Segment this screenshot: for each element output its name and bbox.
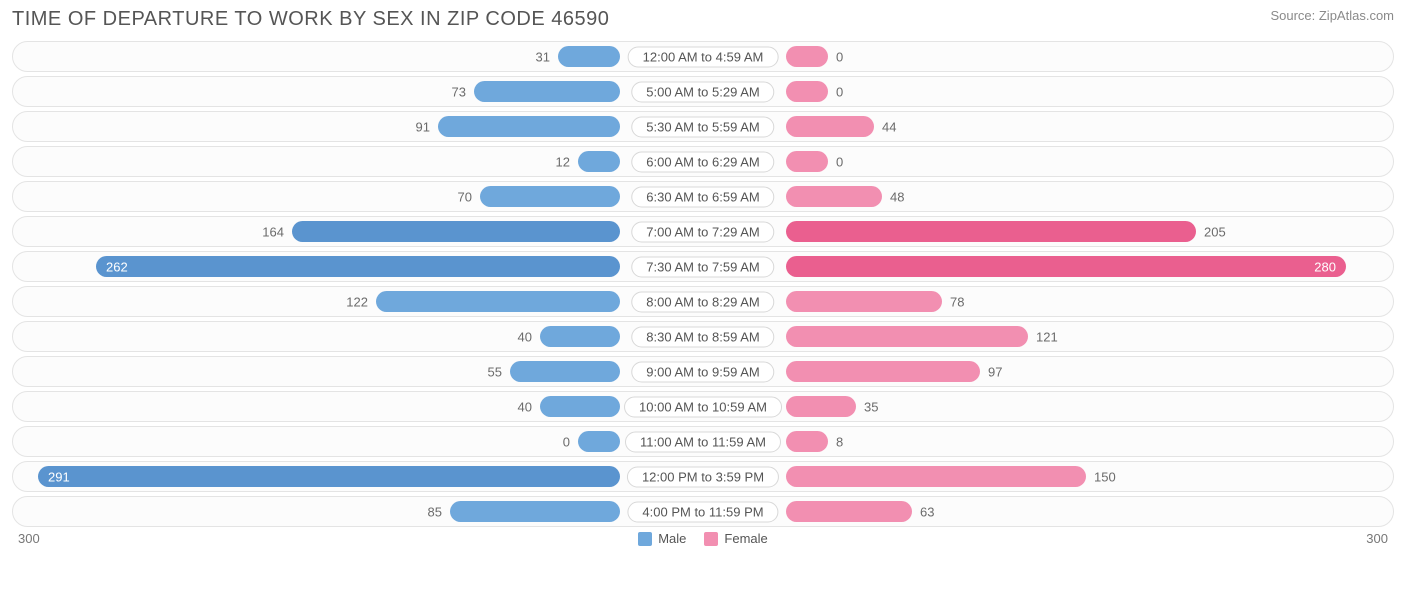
chart-row: 0811:00 AM to 11:59 AM: [12, 426, 1394, 457]
legend: Male Female: [638, 531, 768, 546]
chart-row: 164 205 7:00 AM to 7:29 AM: [12, 216, 1394, 247]
female-value: 205: [1204, 224, 1226, 239]
female-value: 280: [1314, 259, 1336, 274]
axis-max-left: 300: [18, 531, 40, 546]
chart-row: 85 63 4:00 PM to 11:59 PM: [12, 496, 1394, 527]
category-label: 12:00 PM to 3:59 PM: [627, 466, 779, 487]
male-bar: 262: [96, 256, 620, 277]
female-bar: 78: [786, 291, 942, 312]
female-bar: 97: [786, 361, 980, 382]
category-label: 4:00 PM to 11:59 PM: [627, 501, 778, 522]
female-value: 8: [836, 434, 843, 449]
male-bar: 122: [376, 291, 620, 312]
female-value: 44: [882, 119, 896, 134]
category-label: 5:00 AM to 5:29 AM: [631, 81, 774, 102]
chart-row: 291 150 12:00 PM to 3:59 PM: [12, 461, 1394, 492]
male-value: 164: [262, 224, 284, 239]
male-bar: 0: [578, 431, 620, 452]
female-bar: 205: [786, 221, 1196, 242]
male-value: 70: [458, 189, 472, 204]
male-value: 91: [416, 119, 430, 134]
female-bar: 44: [786, 116, 874, 137]
female-bar: 121: [786, 326, 1028, 347]
chart-row: 40 121 8:30 AM to 8:59 AM: [12, 321, 1394, 352]
male-bar: 164: [292, 221, 620, 242]
category-label: 8:00 AM to 8:29 AM: [631, 291, 774, 312]
category-label: 6:30 AM to 6:59 AM: [631, 186, 774, 207]
legend-label: Female: [724, 531, 767, 546]
female-bar: 8: [786, 431, 828, 452]
category-label: 9:00 AM to 9:59 AM: [631, 361, 774, 382]
diverging-bar-chart: 31 0 12:00 AM to 4:59 AM 73 0 5:00 AM to 5:29…: [12, 41, 1394, 527]
female-bar: 63: [786, 501, 912, 522]
male-value: 31: [536, 49, 550, 64]
category-label: 5:30 AM to 5:59 AM: [631, 116, 774, 137]
female-value: 0: [836, 84, 843, 99]
category-label: 12:00 AM to 4:59 AM: [628, 46, 779, 67]
legend-item: Male: [638, 531, 686, 546]
legend-label: Male: [658, 531, 686, 546]
chart-row: 70 48 6:30 AM to 6:59 AM: [12, 181, 1394, 212]
male-value: 55: [488, 364, 502, 379]
male-bar: 85: [450, 501, 620, 522]
female-value: 63: [920, 504, 934, 519]
female-value: 0: [836, 154, 843, 169]
female-value: 78: [950, 294, 964, 309]
legend-item: Female: [704, 531, 767, 546]
female-value: 97: [988, 364, 1002, 379]
legend-swatch: [638, 532, 652, 546]
chart-row: 403510:00 AM to 10:59 AM: [12, 391, 1394, 422]
male-value: 73: [452, 84, 466, 99]
male-bar: 291: [38, 466, 620, 487]
male-bar: 40: [540, 326, 620, 347]
source-attribution: Source: ZipAtlas.com: [1270, 8, 1394, 23]
category-label: 8:30 AM to 8:59 AM: [631, 326, 774, 347]
category-label: 7:30 AM to 7:59 AM: [631, 256, 774, 277]
chart-row: 12 0 6:00 AM to 6:29 AM: [12, 146, 1394, 177]
male-value: 122: [346, 294, 368, 309]
female-bar: 35: [786, 396, 856, 417]
male-value: 85: [428, 504, 442, 519]
female-bar: 48: [786, 186, 882, 207]
category-label: 11:00 AM to 11:59 AM: [625, 431, 781, 452]
female-value: 35: [864, 399, 878, 414]
male-bar: 12: [578, 151, 620, 172]
male-value: 12: [556, 154, 570, 169]
male-bar: 73: [474, 81, 620, 102]
female-bar: 0: [786, 81, 828, 102]
category-label: 10:00 AM to 10:59 AM: [624, 396, 782, 417]
female-value: 0: [836, 49, 843, 64]
legend-swatch: [704, 532, 718, 546]
chart-row: 122 78 8:00 AM to 8:29 AM: [12, 286, 1394, 317]
category-label: 6:00 AM to 6:29 AM: [631, 151, 774, 172]
female-bar: 150: [786, 466, 1086, 487]
female-bar: 0: [786, 46, 828, 67]
male-value: 262: [106, 259, 128, 274]
male-value: 291: [48, 469, 70, 484]
category-label: 7:00 AM to 7:29 AM: [631, 221, 774, 242]
chart-row: 31 0 12:00 AM to 4:59 AM: [12, 41, 1394, 72]
female-value: 150: [1094, 469, 1116, 484]
male-bar: 91: [438, 116, 620, 137]
chart-row: 73 0 5:00 AM to 5:29 AM: [12, 76, 1394, 107]
male-bar: 55: [510, 361, 620, 382]
chart-title: TIME OF DEPARTURE TO WORK BY SEX IN ZIP …: [12, 8, 609, 31]
chart-row: 262 280 7:30 AM to 7:59 AM: [12, 251, 1394, 282]
male-bar: 31: [558, 46, 620, 67]
female-value: 48: [890, 189, 904, 204]
male-bar: 40: [540, 396, 620, 417]
chart-row: 91 44 5:30 AM to 5:59 AM: [12, 111, 1394, 142]
male-bar: 70: [480, 186, 620, 207]
female-value: 121: [1036, 329, 1058, 344]
female-bar: 0: [786, 151, 828, 172]
male-value: 0: [563, 434, 570, 449]
axis-max-right: 300: [1366, 531, 1388, 546]
chart-row: 55 97 9:00 AM to 9:59 AM: [12, 356, 1394, 387]
male-value: 40: [518, 399, 532, 414]
female-bar: 280: [786, 256, 1346, 277]
male-value: 40: [518, 329, 532, 344]
